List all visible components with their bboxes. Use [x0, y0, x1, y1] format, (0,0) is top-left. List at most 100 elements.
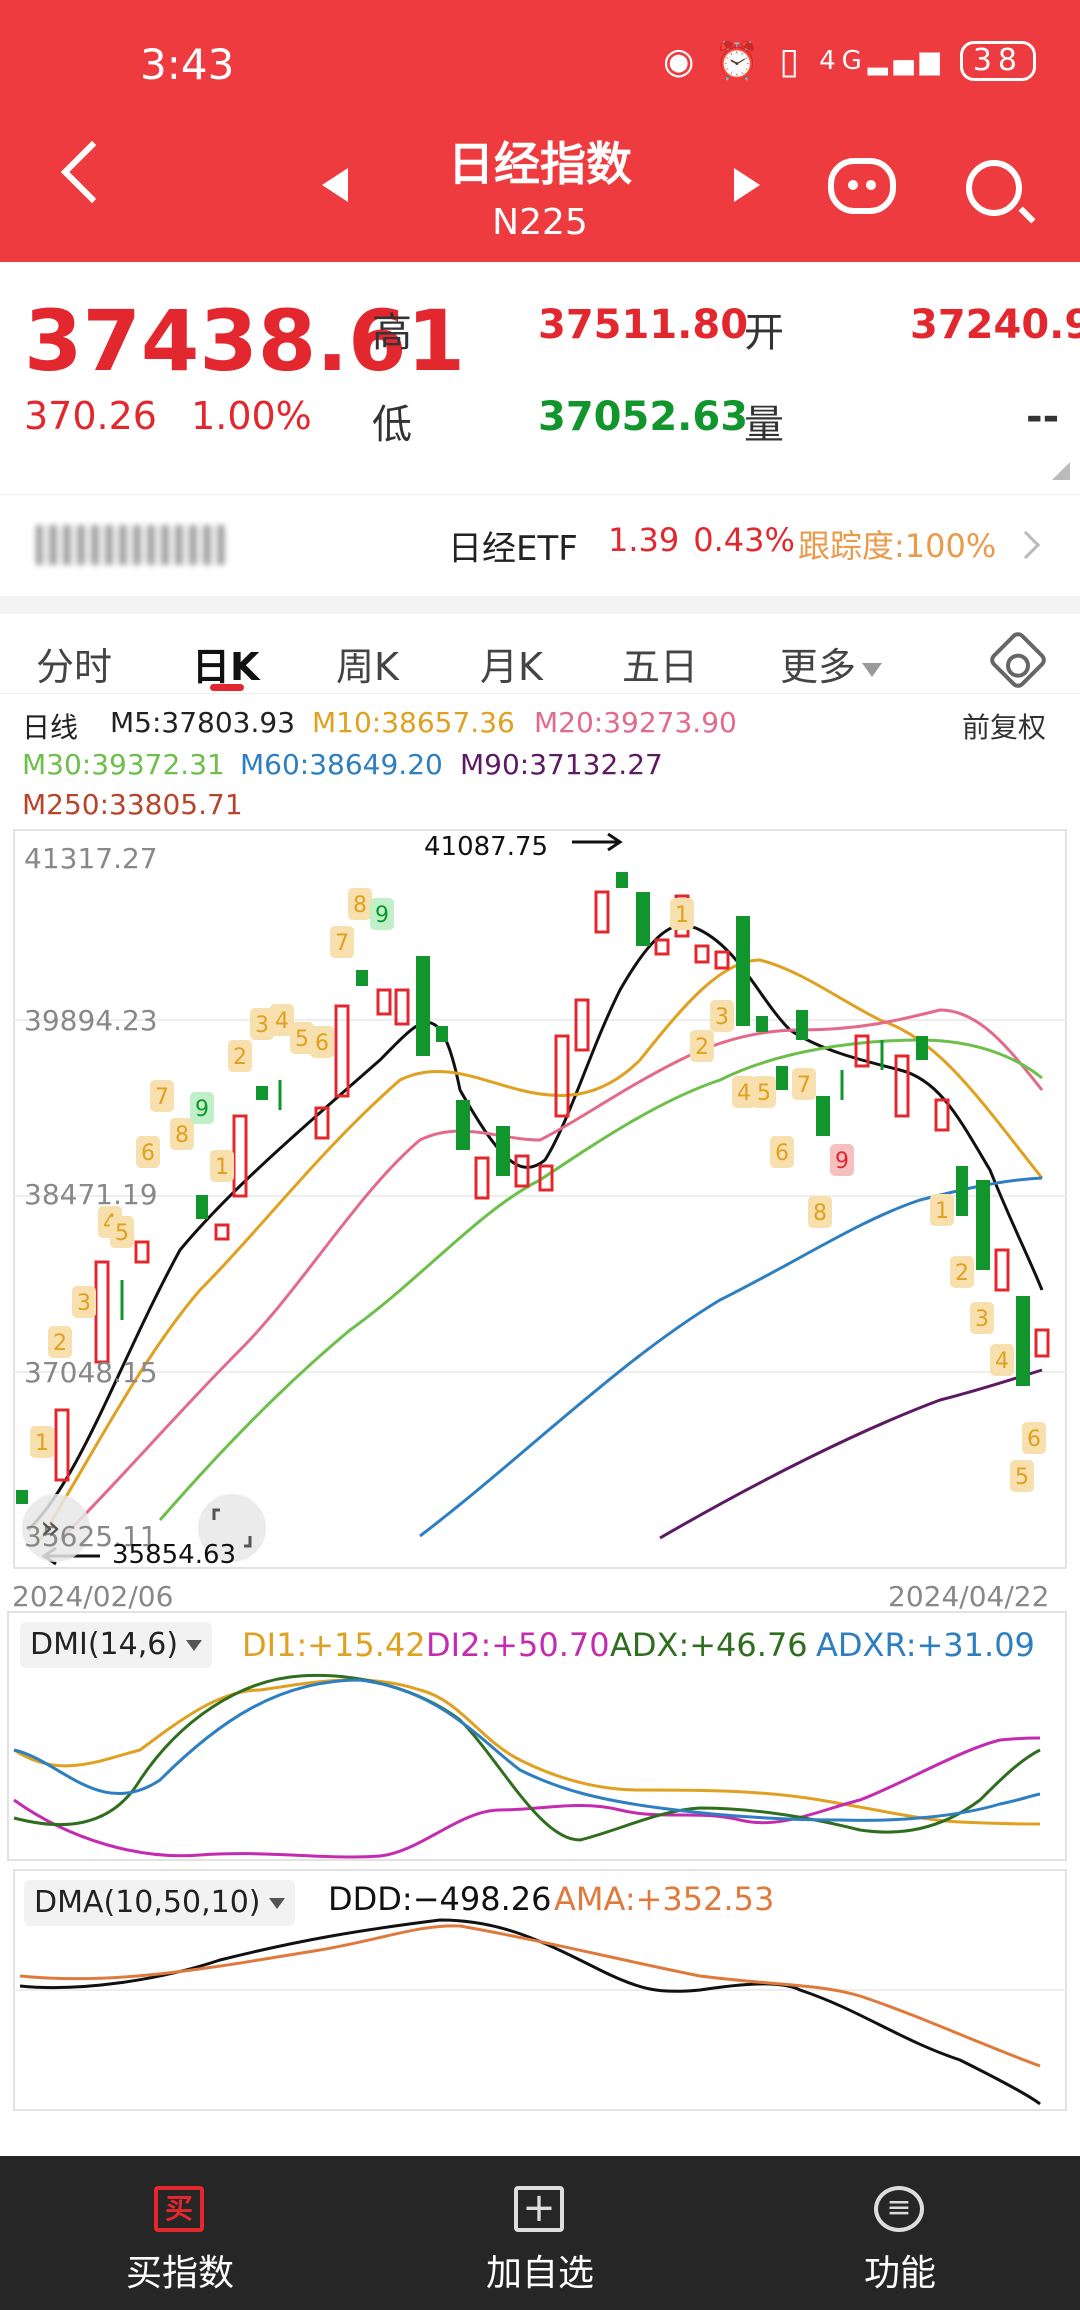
td-badge: 3 [715, 1005, 729, 1030]
td-badge: 4 [995, 1349, 1009, 1374]
td-badge: 1 [35, 1431, 49, 1456]
eye-icon: ◉ [663, 40, 701, 82]
date-start: 2024/02/06 [12, 1580, 174, 1613]
td-badge: 9 [375, 903, 389, 928]
volume-value: -- [1026, 394, 1060, 440]
y-label: 39894.23 [24, 1004, 158, 1037]
td-badge: 2 [695, 1035, 709, 1060]
ma-m5: M5:37803.93 [110, 706, 296, 739]
td-badge: 6 [775, 1141, 789, 1166]
nav-buy-index[interactable]: 买 买指数 [0, 2156, 360, 2310]
td-badge: 6 [141, 1141, 155, 1166]
td-badge: 3 [77, 1291, 91, 1316]
ma-m250: M250:33805.71 [22, 788, 243, 821]
low-label: 低 [372, 402, 412, 448]
td-badge: 9 [835, 1149, 849, 1174]
ma-m90: M90:37132.27 [460, 748, 663, 781]
tab-intraday[interactable]: 分时 [36, 645, 113, 689]
td-badge: 4 [737, 1081, 751, 1106]
tab-daily-k[interactable]: 日K [192, 645, 260, 689]
td-badge: 2 [233, 1045, 247, 1070]
tab-more[interactable]: 更多 [780, 636, 883, 691]
nav-add-watchlist[interactable]: + 加自选 [360, 2156, 720, 2310]
td-badge: 8 [353, 893, 367, 918]
period-tabs: 分时 日K 周K 月K 五日 更多 [0, 614, 1080, 694]
active-tab-indicator [210, 684, 244, 691]
scroll-left-icon[interactable]: » [40, 1508, 61, 1548]
dmi-adxr: ADXR:+31.09 [816, 1626, 1035, 1664]
td-badge: 1 [935, 1199, 949, 1224]
dma-ddd: DDD:−498.26 [328, 1880, 552, 1918]
dmi-di1: DI1:+15.42 [242, 1626, 426, 1664]
blurred-logo [36, 525, 226, 565]
etf-name: 日经ETF [448, 529, 578, 569]
td-badge: 4 [275, 1009, 289, 1034]
dma-ama: AMA:+352.53 [554, 1880, 775, 1918]
nav-add-label: 加自选 [485, 2253, 594, 2294]
td-badge: 5 [295, 1027, 309, 1052]
alarm-icon: ⏰ [714, 41, 766, 82]
td-badge: 5 [1015, 1465, 1029, 1490]
etf-price: 1.39 0.43% [608, 521, 795, 559]
nav-buy-label: 买指数 [125, 2253, 234, 2294]
open-label: 开 [744, 310, 784, 356]
td-badge: 8 [813, 1201, 827, 1226]
tab-five-day[interactable]: 五日 [622, 645, 699, 689]
prev-index-icon[interactable] [322, 168, 348, 202]
td-badge: 5 [757, 1081, 771, 1106]
dmi-adx: ADX:+46.76 [610, 1626, 808, 1664]
ma-m20: M20:39273.90 [534, 706, 737, 739]
section-divider [0, 596, 1080, 614]
open-value: 37240.93 [910, 302, 1080, 348]
td-badges: 1 2 3 4 5 6 7 8 9 1 2 3 4 5 6 7 8 9 1 2 … [30, 888, 1046, 1492]
ma-period: 日线 [22, 711, 79, 744]
td-badge: 2 [955, 1261, 969, 1286]
dmi-selector[interactable]: DMI(14,6) [20, 1622, 213, 1668]
status-time: 3:43 [140, 40, 235, 89]
adjust-mode[interactable]: 前复权 [962, 711, 1047, 744]
ma-m60: M60:38649.20 [240, 748, 443, 781]
td-badge: 6 [1027, 1427, 1041, 1452]
nav-functions[interactable]: ≡ 功能 [720, 2156, 1080, 2310]
td-badge: 1 [675, 903, 689, 928]
battery-indicator: 38 [959, 41, 1036, 81]
td-badge: 7 [335, 931, 349, 956]
td-badge: 8 [175, 1123, 189, 1148]
expand-corner-icon[interactable] [1052, 462, 1070, 480]
td-badge: 7 [155, 1085, 169, 1110]
dma-selector[interactable]: DMA(10,50,10) [24, 1880, 295, 1926]
y-label: 38471.19 [24, 1178, 158, 1211]
y-label: 41317.27 [24, 842, 158, 875]
td-badge: 5 [115, 1221, 129, 1246]
high-value: 37511.80 [538, 302, 749, 348]
buy-icon: 买 [154, 2186, 204, 2232]
y-label: 37048.15 [24, 1356, 158, 1389]
bottom-nav: 买 买指数 + 加自选 ≡ 功能 [0, 2156, 1080, 2310]
tab-monthly-k[interactable]: 月K [480, 645, 543, 689]
tab-weekly-k[interactable]: 周K [336, 645, 399, 689]
plus-icon: + [514, 2186, 564, 2232]
low-value: 37052.63 [538, 394, 749, 440]
td-badge: 3 [975, 1307, 989, 1332]
kline-chart[interactable]: 1 2 3 4 5 6 7 8 9 1 2 3 4 5 6 7 8 9 1 2 … [0, 0, 1080, 2156]
td-badge: 7 [797, 1073, 811, 1098]
menu-icon: ≡ [874, 2186, 924, 2232]
next-index-icon[interactable] [734, 168, 760, 202]
td-badge: 2 [53, 1331, 67, 1356]
td-badge: 3 [255, 1013, 269, 1038]
volume-label: 量 [744, 402, 784, 448]
change-value: 370.26 [24, 394, 157, 438]
nav-func-label: 功能 [863, 2253, 936, 2294]
page-title: 日经指数 [448, 137, 632, 191]
dmi-di2: DI2:+50.70 [426, 1626, 610, 1664]
search-icon[interactable] [966, 160, 1022, 216]
ma-m10: M10:38657.36 [312, 706, 515, 739]
caret-down-icon [268, 1898, 285, 1909]
vibrate-icon: ▯ [779, 40, 806, 82]
robot-assistant-icon[interactable] [828, 158, 896, 214]
page-subtitle: N225 [492, 202, 588, 243]
etf-bar[interactable]: 日经ETF 1.39 0.43% 跟踪度:100% [0, 494, 1080, 596]
high-label: 高 [372, 310, 412, 356]
td-badge: 9 [195, 1097, 209, 1122]
current-price: 37438.61 [24, 292, 466, 390]
